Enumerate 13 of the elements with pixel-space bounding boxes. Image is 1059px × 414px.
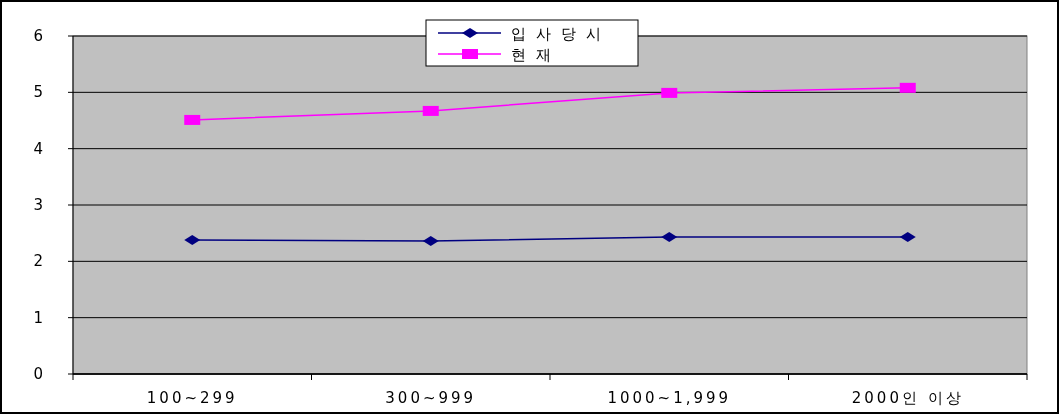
y-tick-label: 3: [33, 196, 46, 214]
y-tick-label: 5: [33, 83, 46, 102]
x-tick-label: 1000~1,999: [607, 389, 732, 407]
x-tick-label: 100~299: [146, 389, 238, 407]
y-tick-label: 2: [33, 252, 46, 271]
x-tick-label: 300~999: [385, 389, 477, 407]
y-tick-label: 4: [33, 139, 46, 158]
legend-label: 현재: [511, 46, 561, 64]
legend-label: 입사당시: [511, 25, 611, 43]
y-tick-label: 1: [33, 308, 46, 327]
x-tick-label: 2000인 이상: [851, 389, 964, 407]
y-tick-label: 6: [33, 27, 46, 45]
y-tick-label: 0: [33, 365, 46, 383]
